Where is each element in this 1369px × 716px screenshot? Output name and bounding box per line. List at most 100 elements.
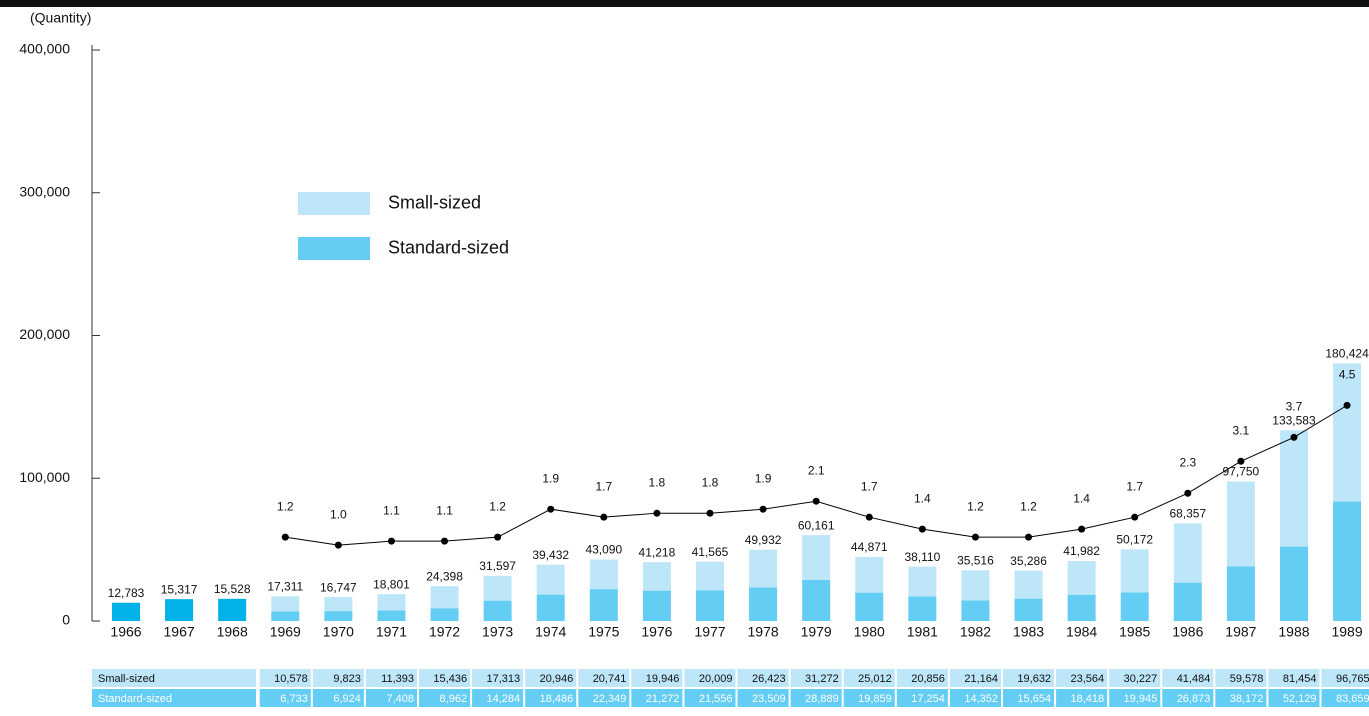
table-cell [1109,669,1161,687]
table-cell [1162,669,1214,687]
table-cell [525,669,577,687]
ratio-label: 3.7 [1286,399,1303,413]
ratio-point [971,533,979,541]
x-tick-label: 1979 [801,624,832,640]
table-cell [790,669,842,687]
table-value: 31,272 [805,673,839,685]
ratio-label: 1.1 [436,503,453,517]
table-cell [1056,689,1108,707]
table-value: 18,486 [540,693,574,705]
bar-small [1014,570,1043,599]
table-value: 19,946 [646,673,680,685]
ratio-point [1078,525,1086,533]
table-value: 18,418 [1071,693,1105,705]
bar-small [271,596,300,612]
bar-standard [908,596,937,621]
ratio-point [334,541,342,549]
legend-label: Small-sized [388,192,481,212]
ratio-point [865,513,873,521]
legend-swatch [298,192,370,215]
table-cell [737,669,789,687]
bar-standard [1067,594,1096,621]
table-cell [1162,689,1214,707]
table-value: 52,129 [1283,693,1317,705]
total-label: 41,982 [1063,544,1100,558]
table-cell [1002,669,1055,687]
total-label: 49,932 [745,533,782,547]
x-tick-label: 1983 [1013,624,1044,640]
x-tick-label: 1973 [482,624,513,640]
x-tick-label: 1982 [960,624,991,640]
table-row-label: Standard-sized [98,693,172,705]
table-cell [312,689,364,707]
table-value: 23,509 [752,693,786,705]
total-label: 35,516 [957,553,994,567]
table-value: 20,741 [593,673,627,685]
bar-small [802,535,831,580]
ratio-label: 1.4 [1073,491,1090,505]
ratio-label: 1.2 [277,499,294,513]
ratio-label: 1.2 [489,499,506,513]
ratio-point [494,533,502,541]
y-tick-label: 300,000 [19,183,70,199]
table-value: 20,009 [699,673,733,685]
y-tick-label: 0 [62,612,70,628]
bar-standard [271,611,300,621]
ratio-point [1343,401,1351,409]
ratio-point [281,533,289,541]
bar-small [1226,481,1255,567]
total-label: 97,750 [1223,465,1260,479]
ratio-point [1290,433,1298,441]
table-cell [312,669,364,687]
table-cell [631,669,683,687]
table-value: 6,733 [280,693,308,705]
bar-standard [695,590,724,621]
ratio-point [547,505,555,513]
total-label: 24,398 [426,569,463,583]
table-cell [896,689,948,707]
x-tick-label: 1968 [217,624,248,640]
ratio-label: 2.1 [808,463,825,477]
table-cell [472,669,524,687]
ratio-point [918,525,926,533]
x-tick-label: 1969 [270,624,301,640]
table-value: 21,164 [964,673,998,685]
table-value: 21,556 [699,693,733,705]
ratio-label: 1.7 [861,479,878,493]
bar-small [695,561,724,591]
x-tick-label: 1970 [323,624,354,640]
table-cell [684,689,736,707]
x-tick-label: 1980 [854,624,885,640]
bar [165,599,194,621]
table-cell [1109,689,1161,707]
total-label: 17,311 [267,579,303,593]
table-value: 20,856 [911,673,945,685]
bar-standard [1226,566,1255,621]
bar [218,598,247,621]
ratio-point [812,497,820,505]
bar-small [483,575,512,601]
table-value: 11,393 [381,673,414,685]
bar-standard [1279,546,1308,621]
table-value: 19,632 [1017,673,1051,685]
ratio-label: 4.5 [1339,368,1356,382]
ratio-point [759,505,767,513]
table-cell [949,669,1001,687]
ratio-point [600,513,608,521]
bar-standard [536,594,565,621]
bar-standard [324,611,353,621]
table-cell [259,689,311,707]
bar-standard [1120,592,1149,621]
x-tick-label: 1966 [110,624,141,640]
table-header-cell [92,669,256,687]
table-value: 15,436 [433,673,467,685]
total-label: 41,565 [692,545,729,559]
table-cell [737,689,789,707]
ratio-point [1025,533,1033,541]
table-value: 10,578 [274,673,308,685]
x-tick-label: 1975 [588,624,619,640]
table-value: 25,012 [858,673,892,685]
table-value: 19,945 [1124,693,1158,705]
table-cell [365,669,417,687]
table-cell [949,689,1001,707]
